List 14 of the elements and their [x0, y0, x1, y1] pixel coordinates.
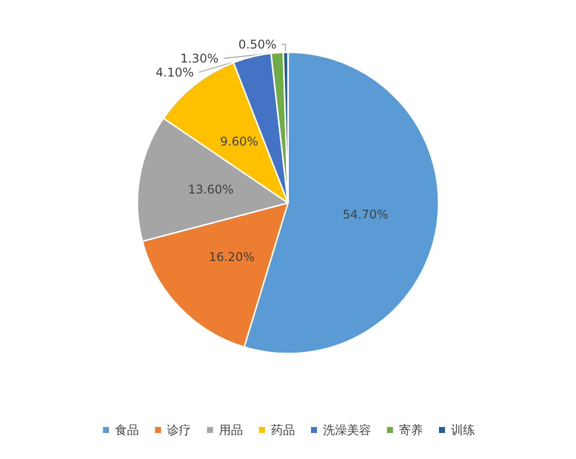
legend-label: 食品 [115, 423, 139, 437]
legend-label: 寄养 [399, 423, 423, 437]
data-label: 4.10% [156, 65, 194, 80]
legend-label: 用品 [219, 423, 243, 437]
legend-label: 洗澡美容 [323, 423, 371, 437]
legend-label: 训练 [451, 423, 475, 437]
data-label: 1.30% [180, 51, 218, 66]
data-label: 13.60% [188, 182, 234, 197]
legend-label: 药品 [271, 423, 295, 437]
data-label: 16.20% [208, 250, 254, 264]
data-label: 54.70% [342, 207, 388, 222]
data-label: 9.60% [220, 134, 258, 149]
data-label: 0.50% [238, 37, 277, 52]
legend-label: 诊疗 [167, 423, 191, 437]
